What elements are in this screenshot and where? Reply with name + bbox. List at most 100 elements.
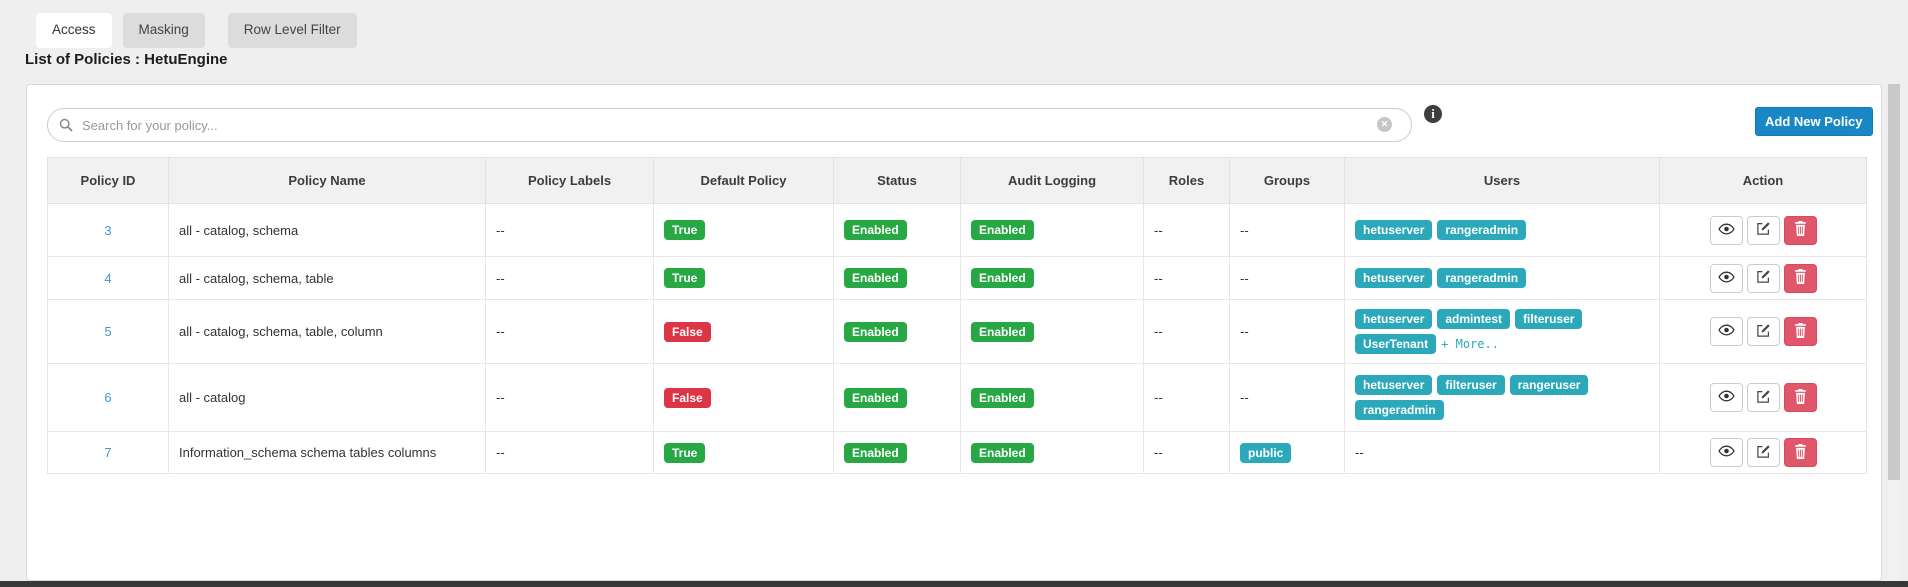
delete-button[interactable] xyxy=(1783,263,1817,293)
users-cell: hetuserver rangeradmin xyxy=(1344,256,1660,300)
policy-labels: -- xyxy=(485,299,654,364)
page-title: List of Policies : HetuEngine xyxy=(25,51,228,68)
user-badge: rangeradmin xyxy=(1355,400,1444,420)
eye-icon xyxy=(1717,323,1735,340)
scrollbar-thumb[interactable] xyxy=(1888,84,1900,480)
user-badge: filteruser xyxy=(1437,375,1505,395)
table-row: 7 Information_schema schema tables column… xyxy=(47,431,1867,474)
tab-row-level-filter[interactable]: Row Level Filter xyxy=(227,13,357,48)
policy-id-link[interactable]: 4 xyxy=(104,270,112,286)
column-header: Users xyxy=(1344,157,1660,204)
policy-id-link[interactable]: 3 xyxy=(104,222,112,238)
policy-name: all - catalog xyxy=(168,363,486,432)
edit-button[interactable] xyxy=(1746,215,1780,245)
delete-button[interactable] xyxy=(1783,215,1817,245)
default-policy-badge: True xyxy=(664,268,706,288)
policies-table: Policy ID Policy Name Policy Labels Default… xyxy=(47,157,1867,474)
eye-icon xyxy=(1717,222,1735,239)
group-badge: public xyxy=(1240,442,1292,463)
delete-button[interactable] xyxy=(1783,438,1817,467)
user-badge: hetuserver xyxy=(1355,309,1433,329)
view-button[interactable] xyxy=(1709,215,1743,245)
trash-icon xyxy=(1794,443,1807,462)
user-badge: UserTenant xyxy=(1355,334,1437,354)
delete-button[interactable] xyxy=(1783,383,1817,412)
bottom-edge-bar xyxy=(0,581,1908,587)
info-icon[interactable]: i xyxy=(1424,105,1442,123)
search-icon xyxy=(59,118,73,132)
tab-masking[interactable]: Masking xyxy=(122,13,205,48)
eye-icon xyxy=(1717,444,1735,461)
policy-id-link[interactable]: 7 xyxy=(104,445,112,460)
audit-logging-badge: Enabled xyxy=(971,442,1034,463)
groups-cell: -- xyxy=(1229,299,1345,364)
users-cell: -- xyxy=(1344,431,1660,474)
more-users-link[interactable]: + More.. xyxy=(1441,337,1499,351)
trash-icon xyxy=(1794,269,1807,287)
edit-pencil-icon xyxy=(1756,221,1771,239)
default-policy-badge: True xyxy=(664,442,706,463)
eye-icon xyxy=(1717,389,1735,406)
user-badge: admintest xyxy=(1437,309,1511,329)
policy-labels: -- xyxy=(485,363,654,432)
status-badge: Enabled xyxy=(844,387,907,408)
roles-cell: -- xyxy=(1143,256,1230,300)
add-new-policy-button[interactable]: Add New Policy xyxy=(1755,107,1873,136)
policy-name: all - catalog, schema, table xyxy=(168,256,486,300)
audit-logging-badge: Enabled xyxy=(971,387,1034,408)
status-badge: Enabled xyxy=(844,442,907,463)
vertical-scrollbar[interactable] xyxy=(1888,84,1900,581)
users-cell: hetuserver admintest filteruser UserTenant +… xyxy=(1344,299,1660,364)
policy-labels: -- xyxy=(485,256,654,300)
groups-cell: -- xyxy=(1229,363,1345,432)
delete-button[interactable] xyxy=(1783,317,1817,346)
users-cell: hetuserver rangeradmin xyxy=(1344,203,1660,257)
user-badge: rangeradmin xyxy=(1437,220,1527,240)
roles-cell: -- xyxy=(1143,203,1230,257)
status-badge: Enabled xyxy=(844,268,907,288)
trash-icon xyxy=(1794,221,1807,239)
column-header: Policy Labels xyxy=(485,157,654,204)
column-header: Roles xyxy=(1143,157,1230,204)
groups-cell: public xyxy=(1229,431,1345,474)
policy-labels: -- xyxy=(485,431,654,474)
column-header: Policy Name xyxy=(168,157,486,204)
default-policy-badge: False xyxy=(664,387,711,408)
view-button[interactable] xyxy=(1709,317,1743,346)
roles-cell: -- xyxy=(1143,363,1230,432)
trash-icon xyxy=(1794,388,1807,407)
status-badge: Enabled xyxy=(844,220,907,240)
edit-button[interactable] xyxy=(1746,263,1780,293)
table-row: 6 all - catalog -- False Enabled Enabled -- -- h… xyxy=(47,363,1867,432)
edit-pencil-icon xyxy=(1756,323,1771,341)
edit-pencil-icon xyxy=(1756,444,1771,462)
tab-access[interactable]: Access xyxy=(36,13,112,48)
audit-logging-badge: Enabled xyxy=(971,220,1034,240)
user-badge: rangeruser xyxy=(1509,375,1589,395)
edit-button[interactable] xyxy=(1746,383,1780,412)
policy-id-link[interactable]: 6 xyxy=(104,390,112,405)
view-button[interactable] xyxy=(1709,263,1743,293)
policy-name: all - catalog, schema xyxy=(168,203,486,257)
trash-icon xyxy=(1794,322,1807,341)
view-button[interactable] xyxy=(1709,383,1743,412)
user-badge: hetuserver xyxy=(1355,220,1433,240)
user-badge: hetuserver xyxy=(1355,375,1433,395)
view-button[interactable] xyxy=(1709,438,1743,467)
status-badge: Enabled xyxy=(844,321,907,342)
edit-button[interactable] xyxy=(1746,317,1780,346)
edit-button[interactable] xyxy=(1746,438,1780,467)
search-input[interactable] xyxy=(47,108,1412,142)
table-header-row: Policy ID Policy Name Policy Labels Default… xyxy=(47,157,1867,204)
search-clear-icon[interactable]: ✕ xyxy=(1377,117,1392,132)
table-row: 5 all - catalog, schema, table, column -- F… xyxy=(47,299,1867,364)
table-row: 4 all - catalog, schema, table -- True Enabl… xyxy=(47,256,1867,300)
table-row: 3 all - catalog, schema -- True Enabled Enabl… xyxy=(47,203,1867,257)
groups-cell: -- xyxy=(1229,256,1345,300)
policy-id-link[interactable]: 5 xyxy=(104,324,112,339)
column-header: Default Policy xyxy=(653,157,834,204)
roles-cell: -- xyxy=(1143,431,1230,474)
groups-cell: -- xyxy=(1229,203,1345,257)
edit-pencil-icon xyxy=(1756,269,1771,287)
